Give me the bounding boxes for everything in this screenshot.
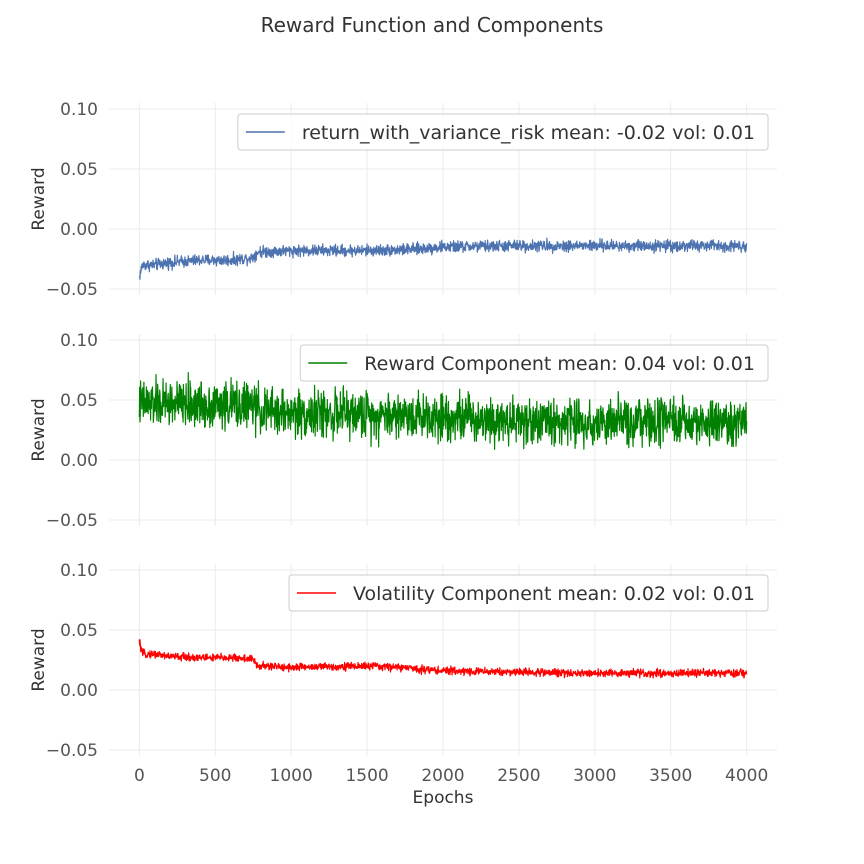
y-tick-label: 0.05 <box>60 391 98 411</box>
legend: Reward Component mean: 0.04 vol: 0.01 <box>299 344 769 382</box>
subplot-1: 0.10 0.05 0.00 −0.05 Reward return_with_varia… <box>29 100 777 300</box>
x-tick-label: 3000 <box>573 766 616 786</box>
legend: return_with_variance_risk mean: -0.02 vo… <box>237 113 769 151</box>
y-axis-label: Reward <box>29 628 49 691</box>
y-axis-label: Reward <box>29 167 49 230</box>
y-tick-label: 0.00 <box>60 681 98 701</box>
x-tick-label: 1000 <box>270 766 313 786</box>
x-tick-label: 2500 <box>497 766 540 786</box>
y-tick-label: −0.05 <box>46 741 98 761</box>
x-tick-label: 0 <box>134 766 145 786</box>
legend-label: return_with_variance_risk mean: -0.02 vo… <box>302 122 755 144</box>
legend-box <box>299 344 769 382</box>
series-line <box>138 639 748 679</box>
y-tick-label: 0.05 <box>60 621 98 641</box>
legend-box <box>237 113 769 151</box>
x-tick-label: 4000 <box>725 766 768 786</box>
subplot-3: 0.10 0.05 0.00 −0.05 Reward Volatility Compon… <box>29 561 777 761</box>
legend-label: Volatility Component mean: 0.02 vol: 0.0… <box>353 583 755 605</box>
y-tick-label: 0.00 <box>60 220 98 240</box>
subplot-2: 0.10 0.05 0.00 −0.05 Reward Reward Component … <box>29 331 777 531</box>
series-line <box>139 237 748 280</box>
y-tick-label: 0.10 <box>60 100 98 120</box>
y-tick-label: 0.10 <box>60 561 98 581</box>
y-axis-label: Reward <box>29 398 49 461</box>
x-tick-label: 2000 <box>421 766 464 786</box>
y-tick-label: 0.10 <box>60 331 98 351</box>
y-tick-label: 0.00 <box>60 451 98 471</box>
legend: Volatility Component mean: 0.02 vol: 0.0… <box>288 574 769 612</box>
chart-title: Reward Function and Components <box>261 13 604 37</box>
y-tick-label: −0.05 <box>46 280 98 300</box>
x-axis-label: Epochs <box>413 788 474 808</box>
y-tick-label: −0.05 <box>46 511 98 531</box>
legend-box <box>288 574 769 612</box>
series-line <box>138 372 748 450</box>
legend-label: Reward Component mean: 0.04 vol: 0.01 <box>364 353 755 375</box>
x-tick-label: 3500 <box>649 766 692 786</box>
x-tick-label: 1500 <box>345 766 388 786</box>
y-tick-label: 0.05 <box>60 160 98 180</box>
x-tick-label: 500 <box>199 766 231 786</box>
